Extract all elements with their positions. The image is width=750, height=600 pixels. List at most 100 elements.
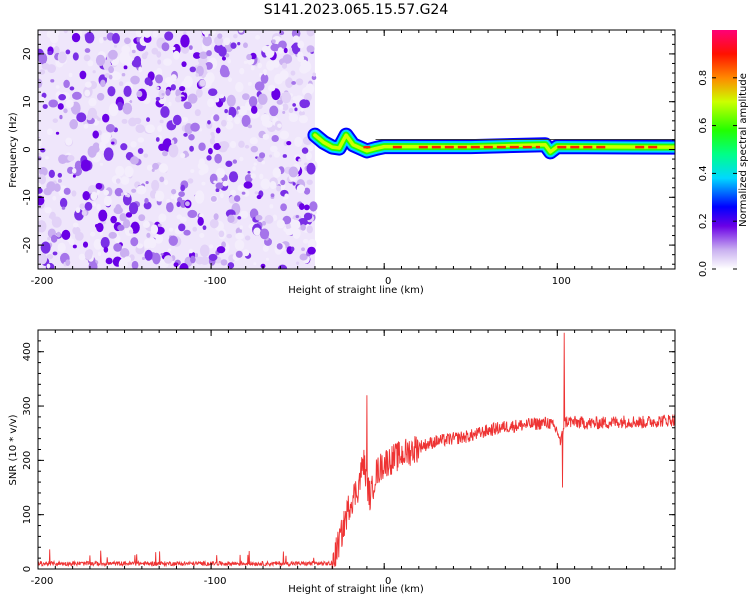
noise-blob [79, 70, 87, 80]
snr-y-tick-label: 100 [22, 505, 33, 524]
noise-blob [281, 62, 288, 69]
noise-blob [137, 148, 144, 155]
noise-blob [225, 121, 234, 130]
noise-blob [125, 97, 131, 102]
noise-blob [157, 223, 162, 227]
noise-blob [173, 50, 180, 60]
noise-blob [194, 190, 205, 204]
noise-blob [108, 103, 119, 117]
noise-blob [100, 237, 110, 249]
noise-blob [228, 77, 233, 83]
noise-blob [67, 155, 75, 162]
noise-blob [136, 243, 144, 249]
noise-blob [84, 48, 91, 53]
noise-blob [68, 72, 73, 78]
noise-blob [235, 232, 244, 240]
noise-blob [201, 181, 206, 186]
noise-blob [152, 252, 161, 265]
noise-blob [45, 156, 49, 160]
noise-blob [99, 231, 103, 236]
noise-blob [312, 72, 316, 77]
snr-frame [37, 329, 676, 570]
noise-blob [250, 145, 259, 153]
noise-blob [244, 144, 250, 149]
noise-blob [271, 39, 276, 44]
noise-blob [307, 238, 317, 250]
noise-blob [95, 54, 106, 67]
noise-blob [38, 220, 47, 233]
noise-blob [144, 77, 152, 86]
noise-blob [304, 162, 308, 166]
snr-y-tick-label: 0 [22, 566, 33, 572]
noise-blob [276, 185, 282, 192]
noise-blob [144, 51, 149, 56]
noise-blob [242, 189, 250, 197]
noise-blob [219, 193, 224, 199]
noise-blob [95, 182, 103, 190]
noise-blob [185, 152, 190, 157]
noise-blob [117, 224, 125, 231]
noise-blob [214, 97, 220, 103]
noise-blob [250, 173, 256, 179]
noise-blob [130, 156, 139, 165]
noise-blob [59, 197, 68, 208]
noise-blob [180, 152, 186, 159]
noise-blob [71, 190, 77, 197]
noise-blob [71, 32, 81, 43]
noise-blob [272, 167, 282, 178]
noise-blob [151, 179, 160, 192]
noise-blob [128, 229, 134, 234]
noise-blob [39, 167, 48, 177]
noise-blob [215, 182, 224, 190]
colorbar: 0.0 0.2 0.4 0.6 0.8 Normalized spectral ampl… [698, 30, 749, 277]
noise-blob [81, 210, 87, 216]
noise-blob [255, 214, 263, 221]
noise-blob [295, 215, 300, 219]
noise-blob [226, 94, 236, 107]
noise-blob [286, 141, 292, 146]
noise-blob [227, 262, 235, 269]
noise-blob [55, 131, 60, 135]
noise-blob [253, 262, 257, 266]
noise-blob [247, 81, 252, 86]
noise-blob [46, 181, 56, 192]
noise-blob [187, 93, 198, 104]
noise-blob [228, 195, 236, 204]
noise-blob [187, 209, 198, 219]
noise-blob [232, 159, 238, 164]
noise-blob [137, 137, 145, 143]
noise-blob [202, 225, 207, 231]
snr-x-axis: -200 -100 0 100 [31, 330, 662, 587]
spectrogram-y-tick-label: -20 [22, 237, 33, 253]
snr-trace [38, 332, 675, 569]
noise-blob [38, 52, 48, 65]
noise-blob [144, 197, 149, 204]
noise-blob [241, 114, 251, 127]
noise-blob [294, 136, 303, 147]
noise-blob [276, 243, 283, 250]
noise-blob [248, 96, 258, 108]
noise-blob [199, 213, 204, 218]
noise-blob [154, 233, 164, 244]
noise-blob [290, 219, 301, 230]
noise-blob [183, 101, 192, 110]
noise-blob [39, 96, 45, 103]
noise-blob [266, 60, 275, 71]
noise-blob [82, 190, 90, 201]
noise-blob [104, 73, 111, 78]
noise-blob [183, 31, 187, 36]
snr-series-line [38, 332, 675, 569]
snr-y-tick-label: 400 [22, 342, 33, 361]
snr-y-tick-label: 200 [22, 451, 33, 470]
noise-blob [180, 184, 186, 192]
noise-blob [209, 218, 219, 229]
noise-blob [199, 233, 205, 238]
colorbar-label: Normalized spectral amplitude [738, 73, 749, 227]
noise-blob [247, 170, 251, 174]
noise-blob [102, 36, 107, 41]
noise-blob [124, 165, 134, 178]
noise-blob [263, 71, 267, 76]
noise-blob [80, 159, 91, 172]
noise-blob [142, 221, 151, 228]
noise-blob [57, 242, 66, 253]
